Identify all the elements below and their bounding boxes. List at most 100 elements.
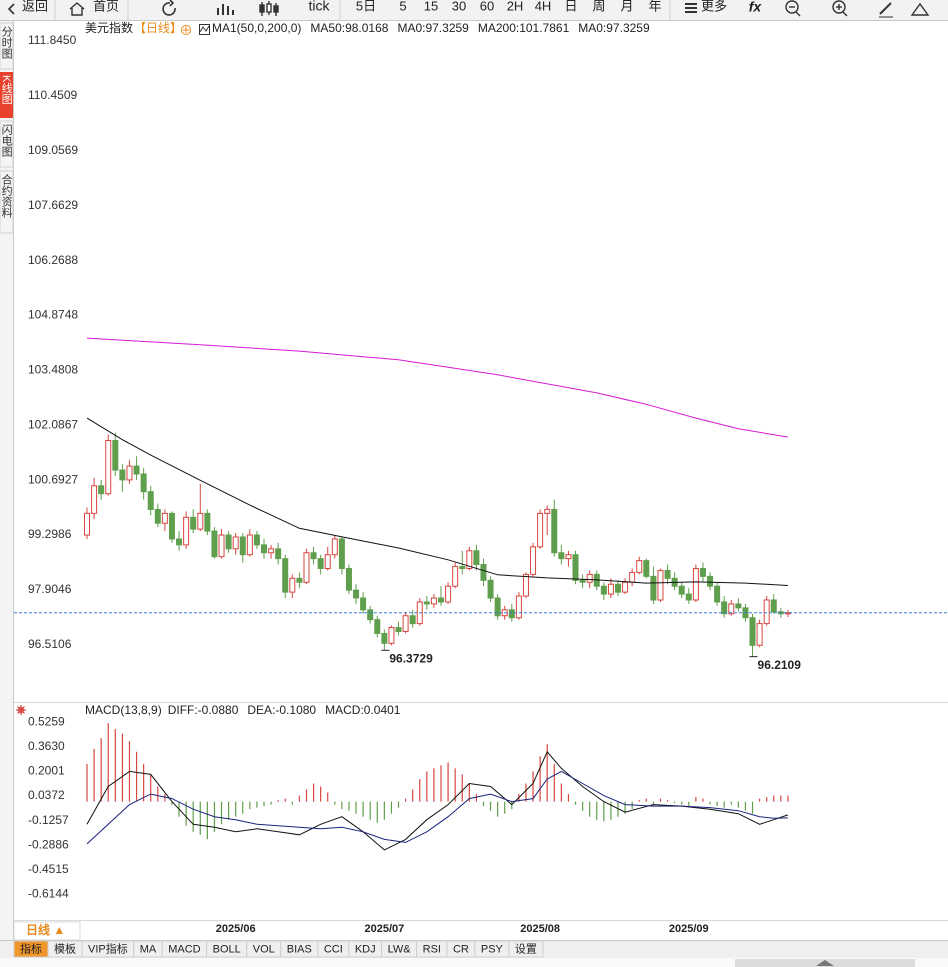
candle-body xyxy=(770,599,777,613)
period-year[interactable]: 年 xyxy=(648,0,661,13)
candle-body xyxy=(289,577,296,593)
y-tick-label: 103.4808 xyxy=(28,363,78,377)
refresh-icon[interactable] xyxy=(162,0,176,16)
legend-entry: MA0:97.3259 xyxy=(578,21,650,35)
candle-body xyxy=(168,512,175,540)
candle-body xyxy=(515,595,522,619)
indicator-icon[interactable] xyxy=(199,24,210,35)
y-tick-label: 104.8748 xyxy=(28,308,78,322)
tab-label[interactable]: BIAS xyxy=(287,943,312,955)
side-tab[interactable] xyxy=(0,22,14,70)
candle-body xyxy=(388,627,395,644)
tick-button[interactable]: tick xyxy=(309,0,331,14)
tab-label[interactable]: RSI xyxy=(423,943,441,955)
period-4h[interactable]: 4H xyxy=(535,0,552,13)
candle-body xyxy=(218,534,225,558)
period-month[interactable]: 月 xyxy=(620,0,633,13)
candle-body xyxy=(629,571,636,583)
candle-body xyxy=(84,512,90,536)
period-5d[interactable]: 5日 xyxy=(356,0,376,13)
candle-body xyxy=(473,550,480,566)
candle-body xyxy=(784,612,791,615)
legend-entry: MA0:97.3259 xyxy=(397,21,469,35)
formula-button[interactable]: fx xyxy=(749,0,763,15)
period-2h[interactable]: 2H xyxy=(507,0,524,13)
tab-label[interactable]: PSY xyxy=(481,943,504,955)
x-tick-label: 2025/08 xyxy=(520,923,560,935)
macd-settings-icon[interactable] xyxy=(16,705,26,715)
candle-body xyxy=(678,585,685,595)
period-button-label[interactable]: 日线 ▲ xyxy=(26,922,65,937)
tab-label[interactable]: LW& xyxy=(388,943,412,955)
y-tick-label: 0.2001 xyxy=(28,764,65,778)
side-tab[interactable] xyxy=(0,170,14,234)
more-button[interactable]: 更多 xyxy=(701,0,727,13)
side-tab-label[interactable]: 合约资料 xyxy=(0,173,13,219)
tab-label[interactable]: BOLL xyxy=(213,943,241,955)
back-button[interactable]: 返回 xyxy=(22,0,48,13)
candle-body xyxy=(522,573,529,597)
y-tick-label: 0.0372 xyxy=(28,788,65,802)
candle-body xyxy=(367,609,374,621)
add-icon[interactable] xyxy=(181,25,191,35)
side-tab-label[interactable]: 闪电图 xyxy=(0,123,13,158)
scroll-arrow[interactable] xyxy=(816,960,834,966)
tab-label[interactable]: CCI xyxy=(324,943,343,955)
period-label[interactable]: 【日线】 xyxy=(134,21,182,35)
tab-label[interactable]: VOL xyxy=(253,943,275,955)
tab-label[interactable]: MA xyxy=(140,943,157,955)
side-tab-label[interactable]: K线图 xyxy=(0,75,13,105)
period-60[interactable]: 60 xyxy=(480,0,494,13)
bar-chart-icon[interactable] xyxy=(217,4,234,15)
side-tab[interactable] xyxy=(0,120,14,168)
side-tab-label[interactable]: 分时图 xyxy=(0,26,13,60)
candle-body xyxy=(657,569,664,601)
draw-icon[interactable] xyxy=(879,2,893,18)
candle-body xyxy=(395,627,402,632)
home-icon[interactable] xyxy=(69,2,85,16)
more-icon[interactable] xyxy=(685,3,697,13)
tab-label[interactable]: VIP指标 xyxy=(88,941,128,955)
candle-body xyxy=(161,512,168,524)
candle-body xyxy=(239,536,246,556)
tab-label[interactable]: 设置 xyxy=(515,942,537,955)
tab[interactable] xyxy=(508,940,544,958)
period-week[interactable]: 周 xyxy=(592,0,605,13)
period-15[interactable]: 15 xyxy=(424,0,438,13)
candle-body xyxy=(565,554,572,560)
period-30[interactable]: 30 xyxy=(452,0,466,13)
y-tick-label: 0.3630 xyxy=(28,739,65,753)
legend-entry: MA50:98.0168 xyxy=(310,21,388,35)
candle-body xyxy=(374,619,381,634)
candle-body xyxy=(735,603,742,609)
legend-entry: DEA:-0.1080 xyxy=(247,703,316,717)
period-day[interactable]: 日 xyxy=(564,0,577,13)
zoom-in-icon[interactable] xyxy=(832,0,848,17)
candle-body xyxy=(423,601,430,605)
triangle-icon[interactable] xyxy=(910,2,930,16)
candle-icon[interactable] xyxy=(259,1,279,16)
low-label: 96.2109 xyxy=(758,658,802,672)
home-button[interactable]: 首页 xyxy=(93,0,119,13)
indicator-line xyxy=(86,417,788,586)
candle-body xyxy=(261,544,267,554)
period-5[interactable]: 5 xyxy=(399,0,406,13)
tab-label[interactable]: KDJ xyxy=(355,943,376,955)
tab-label[interactable]: MACD xyxy=(168,943,200,955)
candle-body xyxy=(253,534,260,546)
tab-label[interactable]: 模板 xyxy=(54,941,76,955)
candle-body xyxy=(303,552,310,583)
x-tick-label: 2025/07 xyxy=(364,923,404,935)
candle-body xyxy=(544,508,551,514)
legend-entry: DIFF:-0.0880 xyxy=(168,703,239,717)
status-strip xyxy=(0,958,948,967)
tab-label[interactable]: 指标 xyxy=(20,941,42,955)
zoom-out-icon[interactable] xyxy=(785,0,801,17)
tab-label[interactable]: CR xyxy=(453,943,469,955)
candle-body xyxy=(551,508,558,554)
candle-body xyxy=(643,560,650,577)
back-icon[interactable] xyxy=(7,3,15,15)
candle-body xyxy=(268,548,275,554)
side-tab-active[interactable] xyxy=(0,72,13,118)
